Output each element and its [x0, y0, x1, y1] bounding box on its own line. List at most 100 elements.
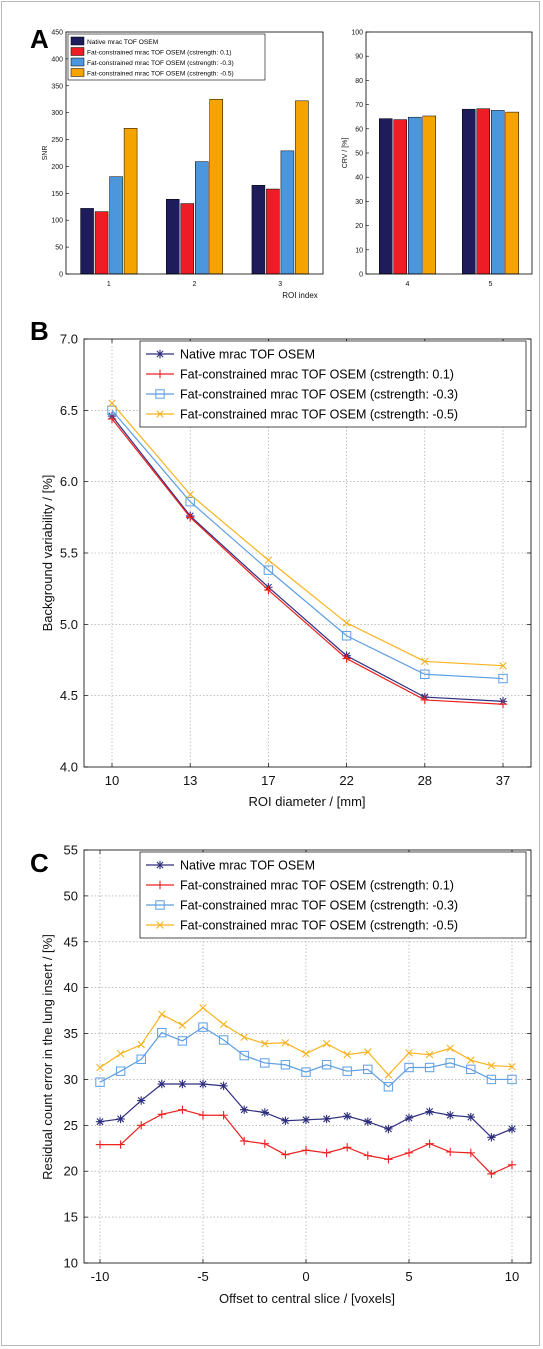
data-point-marker — [487, 1061, 496, 1070]
data-point-marker — [363, 1117, 372, 1126]
y-tick-label: 50 — [64, 888, 78, 903]
data-point-marker — [404, 1113, 414, 1123]
data-point-marker — [507, 1124, 517, 1134]
panel-label-c: C — [30, 848, 49, 878]
y-tick-label: 30 — [64, 1072, 78, 1087]
x-axis-title: Offset to central slice / [voxels] — [219, 1291, 395, 1306]
bar — [180, 203, 194, 275]
x-tick-label: 0 — [302, 1269, 309, 1284]
y-tick-label: 90 — [355, 54, 363, 61]
x-tick-label: 22 — [339, 773, 353, 788]
data-point-marker — [185, 496, 195, 507]
data-point-marker — [263, 565, 274, 575]
data-point-marker — [363, 1064, 373, 1075]
data-point-marker — [155, 880, 165, 890]
bar — [266, 188, 280, 275]
data-point-marker — [405, 1049, 413, 1057]
bar — [408, 116, 422, 275]
data-point-marker — [301, 1115, 311, 1125]
y-tick-label: 20 — [64, 1164, 78, 1179]
data-point-marker — [499, 661, 507, 670]
data-point-marker — [137, 1040, 145, 1049]
data-point-marker — [467, 1056, 475, 1064]
data-point-marker — [508, 1062, 516, 1071]
x-tick-label: 2 — [193, 281, 197, 288]
data-point-marker — [343, 1111, 352, 1121]
data-point-marker — [96, 1063, 104, 1072]
data-point-marker — [155, 369, 165, 379]
legend-label: Fat-constrained mrac TOF OSEM (cstrength… — [180, 388, 458, 402]
data-point-marker — [404, 1148, 414, 1158]
data-point-marker — [425, 1050, 434, 1059]
data-point-marker — [178, 1079, 187, 1089]
data-point-marker — [446, 1147, 455, 1157]
x-tick-label: 10 — [505, 1269, 519, 1284]
y-tick-label: 10 — [64, 1256, 78, 1271]
data-point-marker — [260, 1139, 269, 1148]
data-point-marker — [95, 1077, 105, 1087]
y-tick-label: 150 — [51, 191, 63, 198]
data-point-marker — [136, 1054, 146, 1064]
legend-label: Fat-constrained mrac TOF OSEM (cstrength… — [87, 50, 232, 57]
data-point-marker — [107, 405, 117, 416]
data-point-marker — [116, 1140, 125, 1149]
data-point-marker — [219, 1020, 228, 1029]
data-point-marker — [322, 1039, 331, 1048]
y-tick-label: 40 — [64, 980, 78, 995]
data-point-marker — [420, 669, 430, 679]
series-line — [111, 415, 504, 702]
legend-box — [139, 851, 527, 939]
y-tick-label: 4.5 — [60, 688, 78, 703]
legend-label: Native mrac TOF OSEM — [180, 859, 315, 873]
data-point-marker — [107, 414, 117, 424]
data-point-marker — [260, 1108, 269, 1117]
data-point-marker — [240, 1033, 248, 1041]
y-tick-label: 0 — [59, 272, 63, 279]
y-tick-label: 200 — [51, 164, 63, 171]
legend-swatch — [70, 47, 85, 56]
data-point-marker — [342, 1066, 352, 1076]
x-tick-label: 10 — [105, 773, 119, 788]
bar — [505, 111, 519, 275]
legend-swatch — [70, 57, 85, 67]
y-tick-label: 250 — [51, 137, 63, 144]
data-point-marker — [186, 490, 194, 499]
series-line — [111, 409, 504, 680]
y-tick-label: 20 — [355, 223, 363, 230]
bar — [195, 161, 209, 275]
data-point-marker — [424, 1062, 435, 1073]
x-axis-title: ROI index — [282, 291, 318, 300]
data-point-marker — [383, 1082, 394, 1092]
x-tick-label: 13 — [183, 773, 197, 788]
data-point-marker — [343, 1143, 352, 1152]
data-point-marker — [342, 654, 351, 663]
legend-label: Fat-constrained mrac TOF OSEM (cstrength… — [180, 919, 458, 933]
data-point-marker — [384, 1124, 393, 1134]
y-tick-label: 300 — [51, 110, 63, 117]
y-axis-title: SNR — [42, 146, 49, 161]
data-point-marker — [487, 1169, 496, 1179]
data-point-marker — [199, 1004, 207, 1012]
data-point-marker — [301, 1067, 311, 1077]
plot-frame — [365, 31, 533, 275]
data-point-marker — [446, 1111, 455, 1120]
y-tick-label: 55 — [64, 843, 78, 858]
data-point-marker — [157, 1027, 167, 1038]
y-tick-label: 30 — [355, 199, 363, 206]
data-point-marker — [301, 1145, 311, 1155]
y-tick-label: 5.0 — [60, 617, 78, 632]
data-point-marker — [302, 1050, 310, 1058]
y-tick-label: 50 — [355, 151, 363, 158]
bar — [251, 185, 266, 275]
y-tick-label: 4.0 — [60, 760, 78, 775]
x-tick-label: 5 — [405, 1269, 412, 1284]
data-point-marker — [198, 1111, 208, 1120]
plot-frame — [83, 338, 532, 768]
y-tick-label: 450 — [51, 30, 63, 37]
y-tick-label: 80 — [355, 78, 363, 85]
series-line — [111, 418, 504, 705]
bar — [379, 118, 393, 275]
bar — [166, 198, 180, 275]
data-point-marker — [264, 585, 273, 595]
